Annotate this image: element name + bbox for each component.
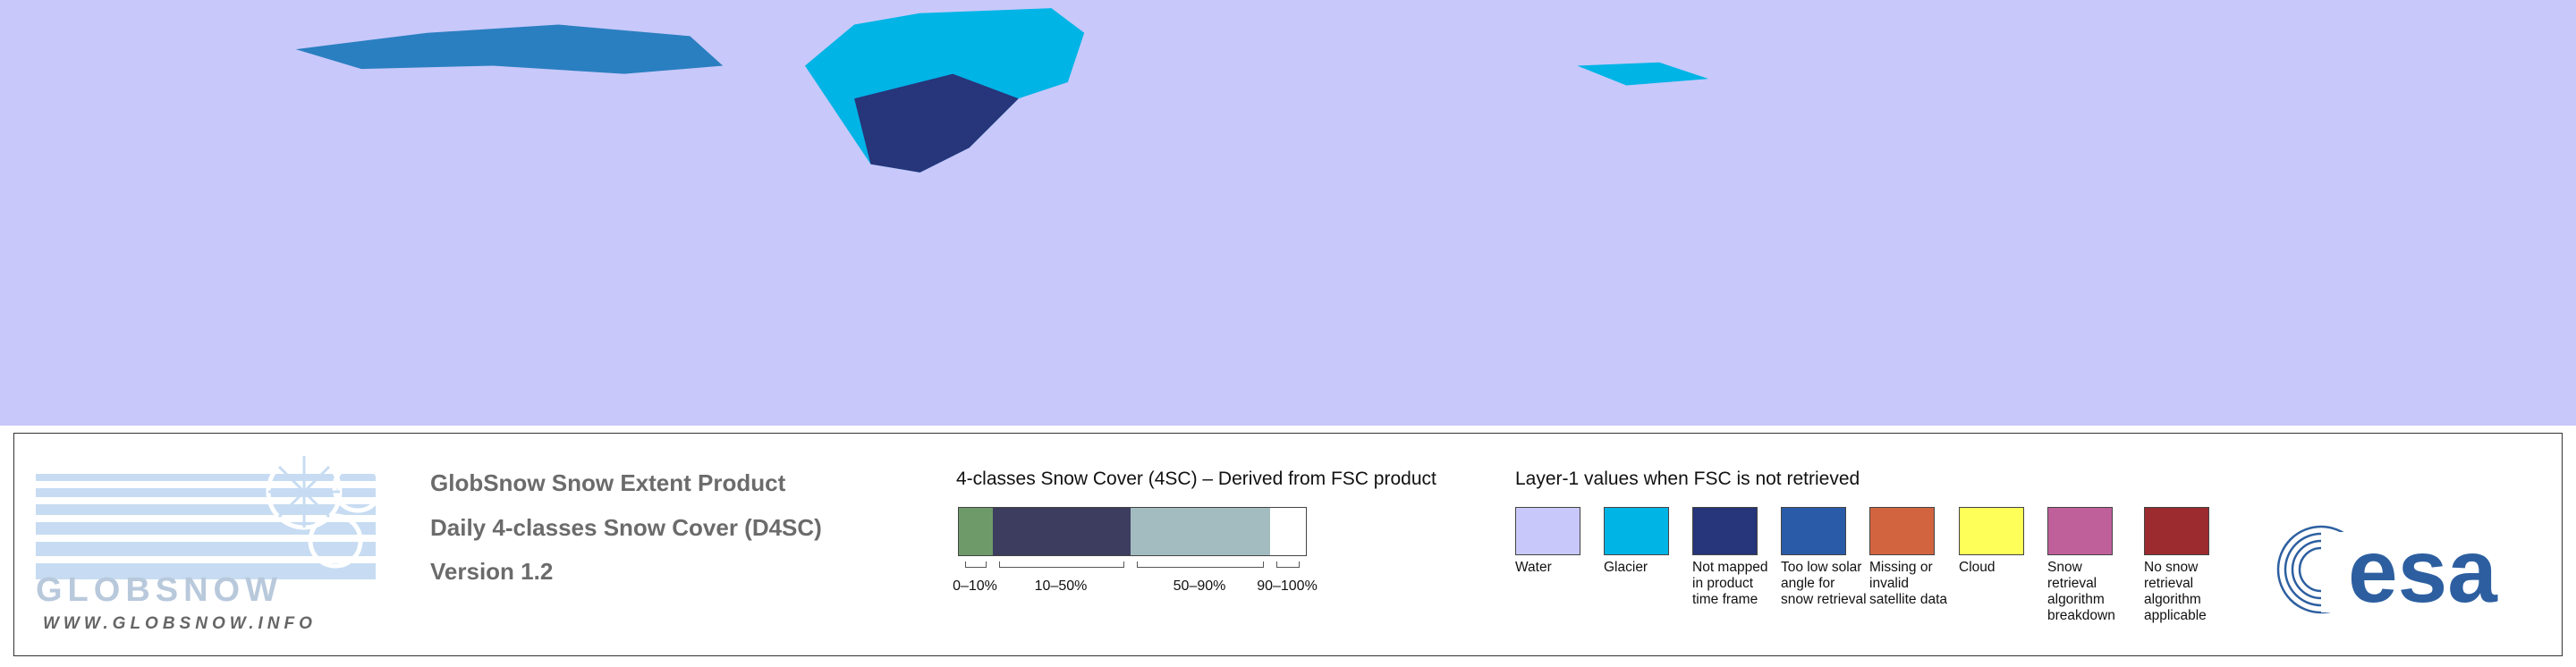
layer1-title: Layer-1 values when FSC is not retrieved: [1515, 469, 1860, 489]
legend-label: Snow retrieval algorithm breakdown: [2047, 560, 2115, 623]
color-segment: [1270, 508, 1306, 555]
legend-label: Water: [1515, 560, 1552, 575]
class-label: 90–100%: [1257, 578, 1318, 594]
legend-label: Too low solar angle for snow retrieval: [1781, 560, 1867, 607]
svalbard: [1577, 62, 1709, 86]
bracket: [1137, 561, 1264, 568]
legend-swatch: [1781, 507, 1846, 555]
color-segment: [959, 508, 993, 555]
color-segment: [1131, 508, 1270, 555]
esa-name: esa: [2348, 523, 2498, 621]
black-sea: [1479, 299, 1545, 321]
bracket: [1276, 561, 1300, 568]
snow-cover-bar: [958, 507, 1307, 556]
legend-panel: [13, 433, 2563, 656]
gulf: [1815, 377, 1890, 423]
esa-logo: esa: [2276, 523, 2498, 621]
legend-label: Not mapped in product time frame: [1692, 560, 1768, 607]
bracket: [999, 561, 1124, 568]
legend-label: Missing or invalid satellite data: [1869, 560, 1948, 607]
class-label: 0–10%: [953, 578, 997, 594]
legend-swatch: [1692, 507, 1758, 555]
logo-name: GLOBSNOW: [36, 571, 283, 609]
globsnow-logo: GLOBSNOW WWW.GLOBSNOW.INFO: [36, 453, 384, 633]
legend-swatch: [1959, 507, 2024, 555]
legend-swatch: [1869, 507, 1935, 555]
class-label: 50–90%: [1173, 578, 1226, 594]
logo-url: WWW.GLOBSNOW.INFO: [43, 614, 317, 633]
arctic-islands: [295, 24, 724, 74]
legend-swatch: [2047, 507, 2113, 555]
legend-swatch: [1604, 507, 1669, 555]
product-line: GlobSnow Snow Extent Product: [430, 469, 786, 496]
class-label: 10–50%: [1034, 578, 1088, 594]
snow-cover-title: 4-classes Snow Cover (4SC) – Derived fro…: [956, 469, 1436, 489]
snow-map: [0, 0, 2576, 426]
legend-label: Glacier: [1604, 560, 1648, 575]
mediterranean: [1248, 320, 1479, 378]
color-segment: [993, 508, 1131, 555]
legend-label: No snow retrieval algorithm applicable: [2144, 560, 2207, 623]
product-line: Version 1.2: [430, 558, 554, 585]
caspian: [1659, 295, 1684, 353]
legend-swatch: [2144, 507, 2209, 555]
bracket: [965, 561, 987, 568]
legend-swatch: [1515, 507, 1580, 555]
greenland-unmapped: [854, 73, 1019, 173]
product-line: Daily 4-classes Snow Cover (D4SC): [430, 514, 822, 541]
legend-label: Cloud: [1959, 560, 1996, 575]
